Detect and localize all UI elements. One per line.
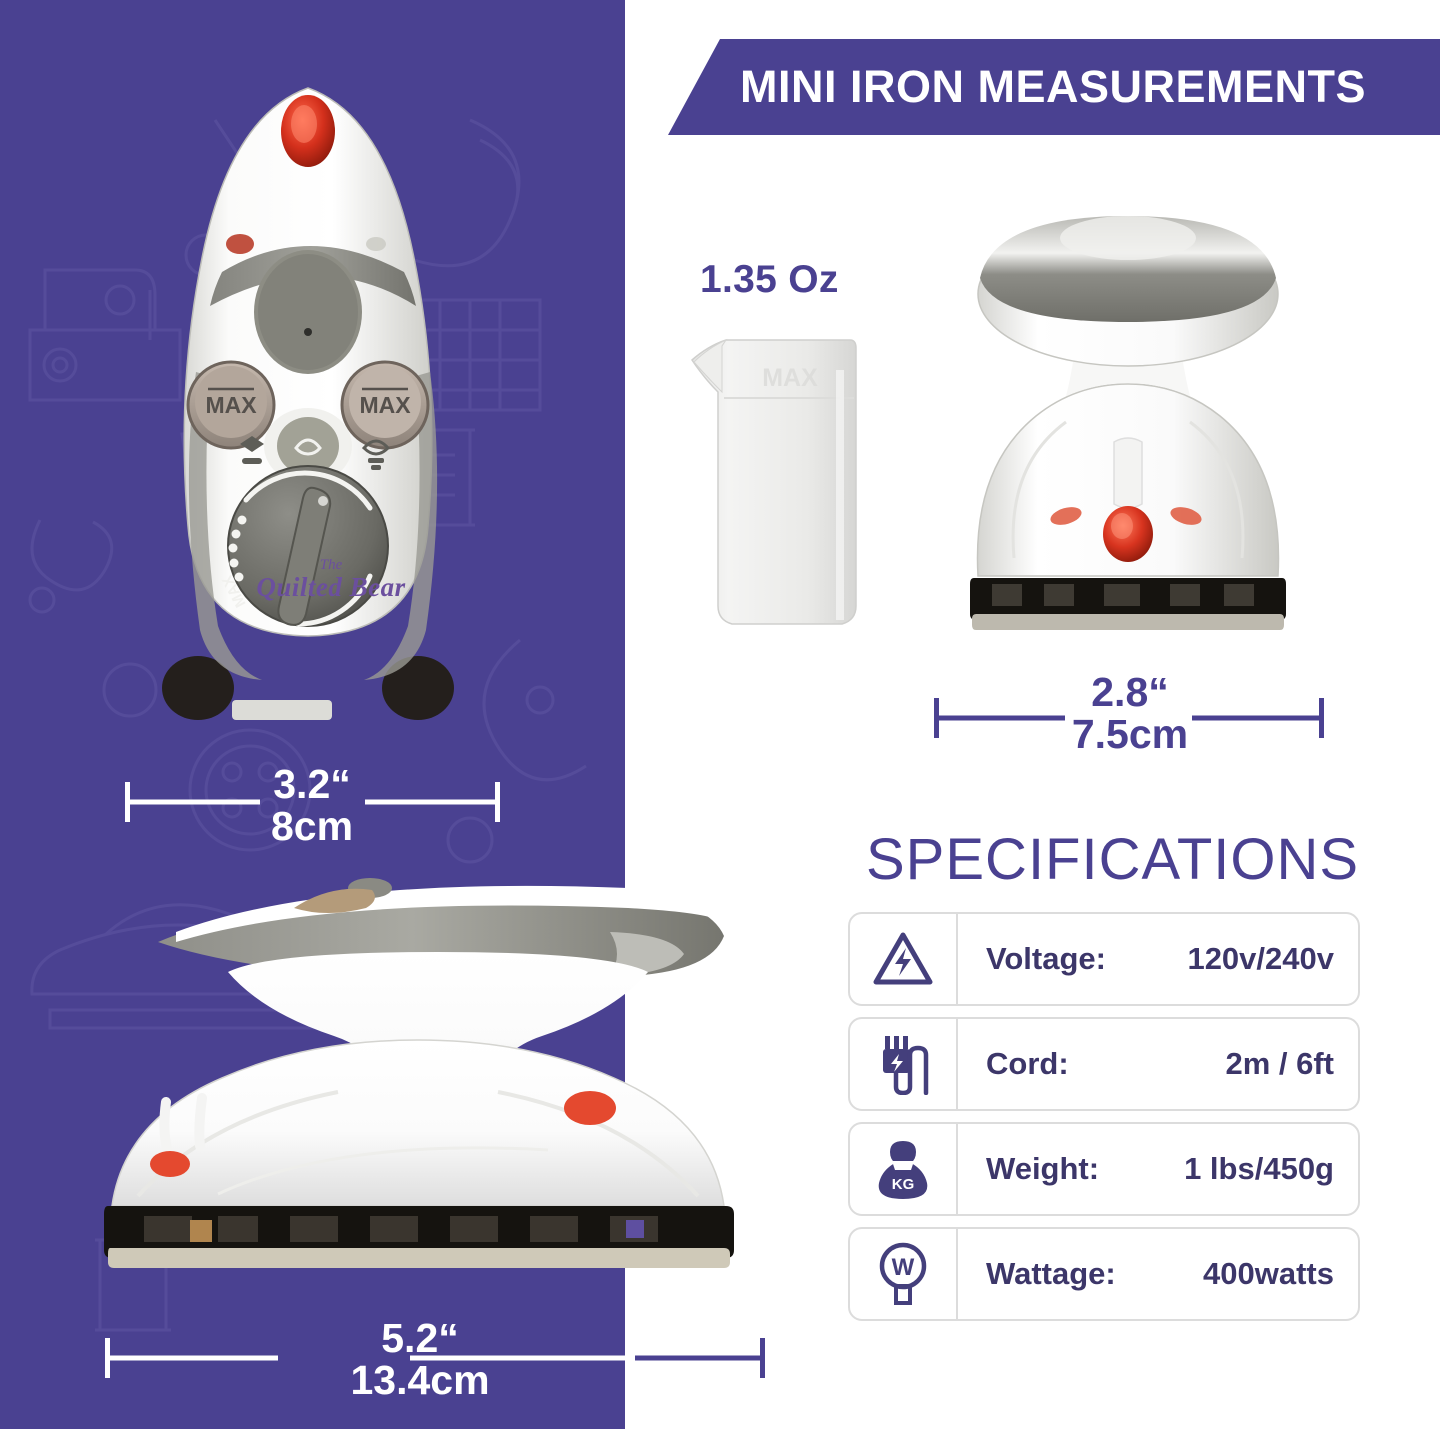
specifications-list: Voltage: 120v/240v Cord: 2m / 6ft [848,912,1360,1332]
spec-row-wattage: W Wattage: 400watts [848,1227,1360,1321]
spec-value-wattage: 400watts [1203,1256,1334,1291]
kettlebell-kg-label: KG [892,1176,915,1193]
dimension-line-iron-length [105,1338,765,1378]
iron-max-button-left-label: MAX [205,392,257,418]
dimension-label-iron-depth: 2.8“ 7.5cm [1010,669,1250,757]
spec-icon-cell-weight: KG [850,1124,958,1214]
banner-title: MINI IRON MEASUREMENTS [740,61,1367,112]
spec-row-cord: Cord: 2m / 6ft [848,1017,1360,1111]
brand-logo-main-text: Quilted Bear [256,572,406,602]
lightbulb-wattage-icon: W [879,1242,927,1305]
dimension-label-iron-length: 5.2“ 13.4cm [300,1315,540,1403]
brand-logo-small-text: The [319,557,343,573]
power-plug-cord-icon [883,1036,929,1095]
spec-row-weight: KG Weight: 1 lbs/450g [848,1122,1360,1216]
iron-side-view-image [104,878,734,1268]
specifications-title: SPECIFICATIONS [866,827,1360,892]
spec-text-cell-cord: Cord: 2m / 6ft [958,1046,1358,1082]
high-voltage-icon [873,932,933,985]
header-banner: MINI IRON MEASUREMENTS [668,39,1440,135]
spec-value-weight: 1 lbs/450g [1184,1151,1334,1186]
spec-key-wattage: Wattage: [986,1256,1116,1291]
spec-text-cell-voltage: Voltage: 120v/240v [958,941,1358,977]
spec-key-cord: Cord: [986,1046,1069,1081]
spec-key-voltage: Voltage: [986,941,1106,976]
bulb-w-label: W [892,1254,915,1281]
dimension-inches-iron-depth: 2.8“ [1091,669,1169,715]
iron-top-view-image: MAX MAX MAX 0 . [162,87,454,720]
dimension-line-iron-width [125,782,500,822]
spec-key-weight: Weight: [986,1151,1100,1186]
iron-bottom-label-sticker [232,700,332,720]
measuring-cup-max-label: MAX [762,364,818,392]
spec-row-voltage: Voltage: 120v/240v [848,912,1360,1006]
iron-max-button-right-label: MAX [359,392,411,418]
dimension-label-iron-width: 3.2“ 8cm [192,761,432,849]
kettlebell-weight-icon: KG [878,1141,928,1199]
spec-value-voltage: 120v/240v [1187,941,1334,976]
spec-icon-cell-voltage [850,914,958,1004]
dimension-cm-iron-length: 13.4cm [350,1356,490,1403]
dimension-cm-iron-depth: 7.5cm [1071,710,1189,757]
dimension-cm-iron-width: 8cm [270,802,354,849]
iron-front-view-image [970,216,1286,630]
dimension-inches-iron-width: 3.2“ [273,761,351,807]
spec-text-cell-wattage: Wattage: 400watts [958,1256,1358,1292]
spec-icon-cell-wattage: W [850,1229,958,1319]
spec-value-cord: 2m / 6ft [1225,1046,1334,1081]
cup-capacity-label: 1.35 Oz [700,258,839,301]
dimension-line-iron-depth [934,698,1324,738]
dimension-inches-iron-length: 5.2“ [381,1315,459,1361]
measuring-cup-image: MAX [691,338,857,625]
spec-icon-cell-cord [850,1019,958,1109]
brand-logo: The Quilted Bear [256,557,406,602]
spec-text-cell-weight: Weight: 1 lbs/450g [958,1151,1358,1187]
